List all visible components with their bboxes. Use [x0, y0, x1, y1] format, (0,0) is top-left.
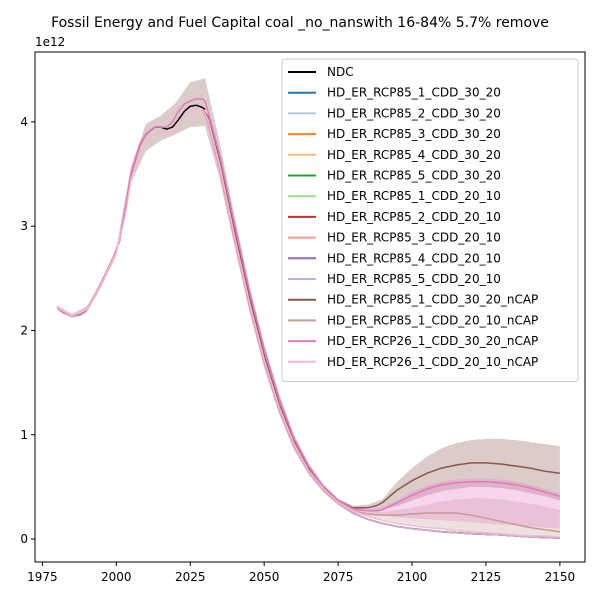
x-tick-label: 2050 — [249, 570, 280, 584]
x-tick-label: 2150 — [545, 570, 576, 584]
x-axis: 1975 2000 2025 2050 2075 2100 2125 2150 — [27, 562, 575, 584]
legend-label: HD_ER_RCP85_3_CDD_30_20 — [327, 127, 501, 141]
legend-label: HD_ER_RCP85_1_CDD_30_20 — [327, 86, 501, 100]
x-tick-label: 2125 — [471, 570, 502, 584]
chart-title: Fossil Energy and Fuel Capital coal _no_… — [51, 15, 549, 31]
legend-label: HD_ER_RCP85_2_CDD_20_10 — [327, 210, 501, 224]
legend-label: HD_ER_RCP85_4_CDD_20_10 — [327, 251, 501, 265]
series-line-hd-er-rcp26-1-cdd-20-10-ncap — [56, 108, 560, 538]
legend-label: NDC — [327, 65, 354, 79]
x-tick-label: 2025 — [175, 570, 206, 584]
confidence-band-1 — [57, 78, 560, 511]
confidence-band-3 — [352, 478, 560, 529]
plot-area-frame — [34, 51, 586, 563]
series-line-hd-er-rcp85-1-cdd-30-20-ncap — [201, 108, 561, 509]
legend-label: HD_ER_RCP85_3_CDD_20_10 — [327, 231, 501, 245]
confidence-band-2 — [352, 498, 560, 540]
x-tick-label: 2075 — [323, 570, 354, 584]
legend-label: HD_ER_RCP85_2_CDD_30_20 — [327, 106, 501, 120]
legend-label: HD_ER_RCP85_1_CDD_20_10_nCAP — [327, 313, 538, 327]
y-axis: 0 1 2 3 4 — [20, 115, 35, 546]
legend-label: HD_ER_RCP85_1_CDD_20_10 — [327, 189, 501, 203]
legend: NDC HD_ER_RCP85_1_CDD_30_20 HD_ER_RCP85_2_… — [281, 58, 579, 382]
x-tick-label: 1975 — [27, 570, 58, 584]
y-tick-label: 2 — [20, 323, 28, 337]
series-line-ndc — [56, 104, 206, 317]
legend-label: HD_ER_RCP85_4_CDD_30_20 — [327, 148, 501, 162]
series-lines — [56, 98, 561, 539]
confidence-bands — [57, 78, 560, 540]
legend-label: HD_ER_RCP26_1_CDD_20_10_nCAP — [327, 355, 538, 369]
legend-label: HD_ER_RCP85_5_CDD_20_10 — [327, 272, 501, 286]
x-tick-label: 2000 — [101, 570, 132, 584]
y-tick-label: 0 — [20, 532, 28, 546]
y-tick-label: 3 — [20, 219, 28, 233]
legend-label: HD_ER_RCP26_1_CDD_30_20_nCAP — [327, 334, 538, 348]
y-tick-label: 4 — [20, 115, 28, 129]
y-tick-label: 1 — [20, 428, 28, 442]
x-tick-label: 2100 — [397, 570, 428, 584]
legend-label: HD_ER_RCP85_1_CDD_30_20_nCAP — [327, 293, 538, 307]
legend-label: HD_ER_RCP85_5_CDD_30_20 — [327, 169, 501, 183]
legend-frame — [281, 58, 579, 382]
y-scale-label: 1e12 — [35, 35, 65, 49]
